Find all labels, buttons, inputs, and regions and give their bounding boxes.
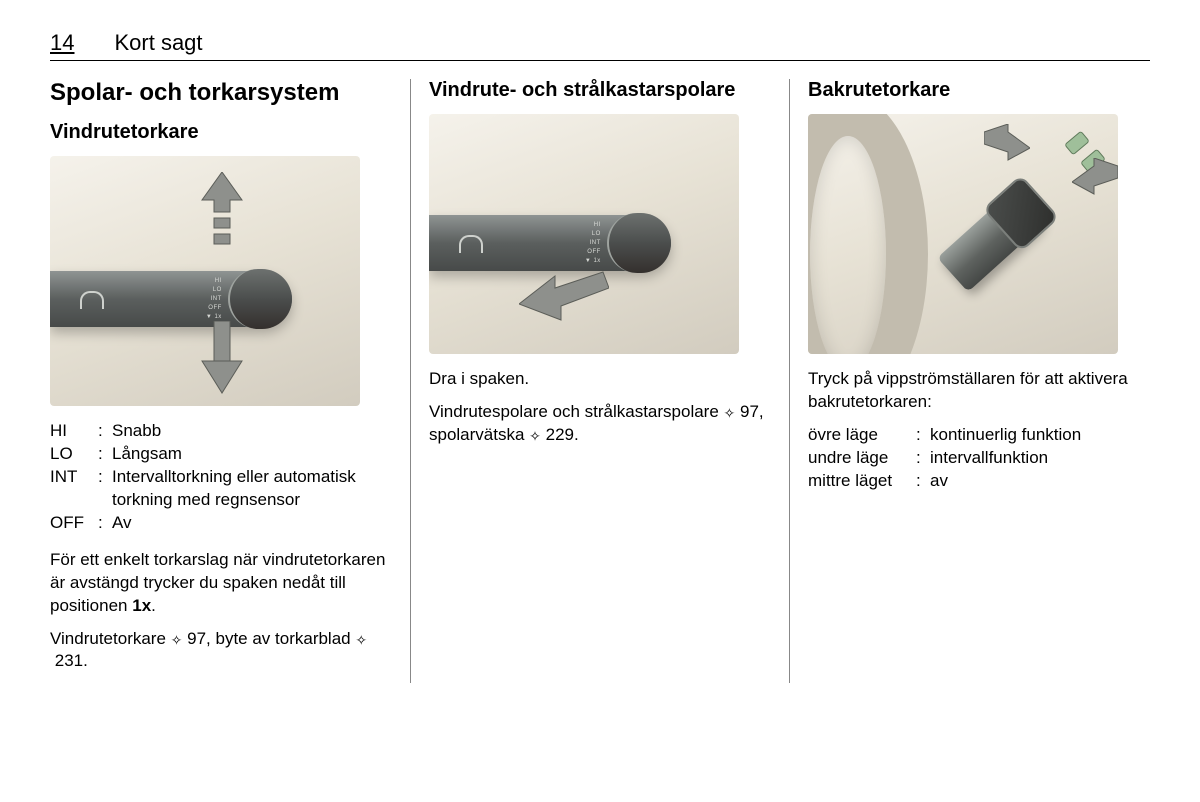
def-key: INT — [50, 466, 98, 512]
definition-row: HI : Snabb — [50, 420, 392, 443]
figure-windscreen-wiper: HILOINTOFF▼ 1x — [50, 156, 360, 406]
rocker-switch-upper — [1064, 131, 1090, 156]
def-value: intervallfunktion — [930, 447, 1150, 470]
def-colon: : — [916, 447, 930, 470]
def-value: Snabb — [112, 420, 392, 443]
def-key: mittre läget — [808, 470, 916, 493]
definition-row: mittre läget : av — [808, 470, 1150, 493]
def-key: HI — [50, 420, 98, 443]
def-colon: : — [98, 443, 112, 466]
ref-arrow-icon: ✧ — [724, 404, 736, 423]
section-title: Kort sagt — [114, 30, 202, 56]
cross-reference: Vindrutetorkare ✧ 97, byte av torkarblad… — [50, 628, 392, 674]
ref-arrow-icon: ✧ — [529, 427, 541, 446]
wiper-mode-definitions: HI : Snabb LO : Långsam INT : Intervallt… — [50, 420, 392, 535]
def-key: LO — [50, 443, 98, 466]
text: . — [151, 596, 156, 615]
ref-page: 229 — [546, 425, 574, 444]
page-header: 14 Kort sagt — [50, 30, 1150, 61]
pull-lever-text: Dra i spaken. — [429, 368, 771, 391]
ref-page: 231 — [55, 651, 83, 670]
arrow-inward-left-icon — [984, 124, 1030, 164]
rear-wiper-modes: övre läge : kontinuerlig funktion undre … — [808, 424, 1150, 493]
rear-wiper-intro: Tryck på vippströmställaren för att akti… — [808, 368, 1150, 414]
def-key: undre läge — [808, 447, 916, 470]
definition-row: övre läge : kontinuerlig funktion — [808, 424, 1150, 447]
def-value: Långsam — [112, 443, 392, 466]
ref-arrow-icon: ✧ — [171, 631, 183, 650]
wiper-stalk-illustration: HILOINTOFF▼ 1x — [50, 271, 292, 327]
rear-wiper-stalk — [968, 172, 1088, 292]
main-heading: Spolar- och torkarsystem — [50, 79, 392, 107]
text: Vindrutespolare och strålkastarspolare — [429, 402, 724, 421]
definition-row: OFF : Av — [50, 512, 392, 535]
page-number: 14 — [50, 30, 74, 56]
def-colon: : — [916, 424, 930, 447]
definition-row: INT : Intervalltorkning eller automatisk… — [50, 466, 392, 512]
arrow-down-icon — [198, 321, 246, 399]
definition-row: undre läge : intervallfunktion — [808, 447, 1150, 470]
text: . — [574, 425, 579, 444]
figure-rear-wiper — [808, 114, 1118, 354]
def-value: av — [930, 470, 1150, 493]
washer-stalk-illustration: HILOINTOFF▼ 1x — [429, 215, 671, 271]
manual-page: 14 Kort sagt Spolar- och torkarsystem Vi… — [0, 0, 1200, 713]
def-value: kontinuerlig funktion — [930, 424, 1150, 447]
definition-row: LO : Långsam — [50, 443, 392, 466]
text: , byte av torkarblad — [206, 629, 355, 648]
single-wipe-note: För ett enkelt torkarslag när vindruteto… — [50, 549, 392, 618]
sub-heading: Vindrutetorkare — [50, 121, 392, 144]
steering-wheel-illustration — [808, 114, 928, 354]
arrow-inward-right-icon — [1072, 158, 1118, 198]
def-key: övre läge — [808, 424, 916, 447]
column-rear-wiper: Bakrutetorkare Tryck på vippströmställar — [789, 79, 1150, 683]
def-colon: : — [98, 512, 112, 535]
figure-washer: HILOINTOFF▼ 1x — [429, 114, 739, 354]
text: . — [83, 651, 88, 670]
text: För ett enkelt torkarslag när vindruteto… — [50, 550, 385, 615]
def-key: OFF — [50, 512, 98, 535]
ref-arrow-icon: ✧ — [355, 631, 367, 650]
bold-1x: 1x — [132, 596, 151, 615]
heading: Vindrute- och strålkastarspolare — [429, 79, 771, 102]
def-value: Av — [112, 512, 392, 535]
cross-reference: Vindrutespolare och strålkastarspolare ✧… — [429, 401, 771, 447]
content-columns: Spolar- och torkarsystem Vindrutetorkare… — [50, 79, 1150, 683]
def-colon: : — [916, 470, 930, 493]
def-colon: : — [98, 466, 112, 512]
text: Vindrutetorkare — [50, 629, 171, 648]
def-colon: : — [98, 420, 112, 443]
column-wiper-washer: Spolar- och torkarsystem Vindrutetorkare… — [50, 79, 410, 683]
arrow-pull-icon — [519, 264, 609, 328]
def-value: Intervalltorkning eller automatisk torkn… — [112, 466, 392, 512]
heading: Bakrutetorkare — [808, 79, 1150, 102]
column-washer: Vindrute- och strålkastarspolare HILOINT… — [410, 79, 789, 683]
ref-page: 97 — [187, 629, 206, 648]
ref-page: 97 — [740, 402, 759, 421]
arrow-up-icon — [198, 172, 246, 268]
